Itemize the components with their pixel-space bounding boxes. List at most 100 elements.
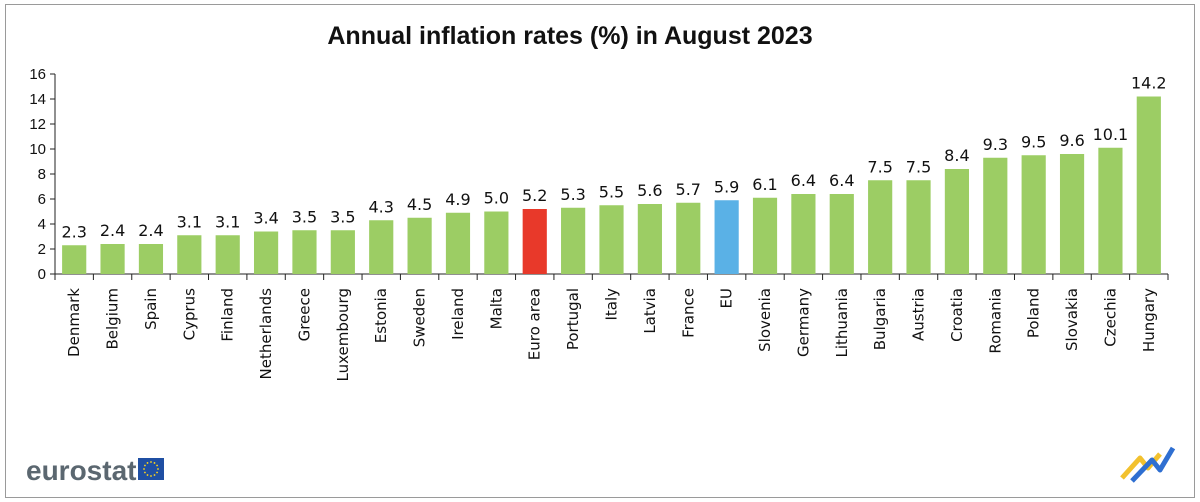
bar: [138, 244, 164, 274]
category-label: Romania: [986, 288, 1004, 354]
bar: [791, 194, 816, 274]
bar: [637, 204, 662, 274]
value-label: 9.6: [1059, 131, 1084, 150]
value-label: 5.6: [637, 181, 662, 200]
bar: [944, 169, 970, 274]
category-labels: Denmark Belgium Spain Cyprus Finland Netherla…: [65, 288, 1158, 382]
value-label: 6.1: [752, 175, 777, 194]
category-label: Luxembourg: [334, 288, 352, 382]
value-label: 2.4: [138, 221, 163, 240]
bar: [369, 220, 394, 274]
category-label: Denmark: [65, 288, 83, 357]
eu-stars-icon: [143, 461, 159, 477]
bar: [522, 209, 547, 274]
category-label: Malta: [487, 288, 505, 329]
flag-star: [156, 471, 158, 474]
category-label: Portugal: [564, 288, 582, 350]
category-label: Czechia: [1101, 288, 1119, 347]
bar: [1021, 155, 1046, 274]
value-label: 6.4: [791, 171, 816, 190]
value-label: 3.1: [177, 212, 202, 231]
flag-star: [143, 468, 145, 470]
value-label: 9.5: [1021, 132, 1046, 151]
value-label: 4.5: [407, 195, 432, 214]
flag-star: [144, 471, 146, 474]
category-label: Croatia: [948, 288, 966, 342]
category-label: Germany: [794, 288, 812, 357]
category-label: Hungary: [1140, 288, 1158, 352]
bar: [330, 230, 355, 274]
flag-star: [146, 462, 149, 464]
value-label: 4.9: [445, 190, 470, 209]
value-label: 8.4: [944, 146, 969, 165]
category-label: France: [679, 288, 697, 338]
value-label: 5.3: [560, 185, 585, 204]
value-labels: 2.3 2.4 2.4 3.1 3.1 3.4 3.5 3.5 4.3 4.5 4.9 5.0 5.2 5…: [61, 74, 1166, 242]
category-label: Latvia: [641, 288, 659, 334]
value-label: 3.5: [330, 207, 355, 226]
flag-star: [150, 461, 152, 463]
category-label: Austria: [910, 288, 928, 341]
flag-star: [153, 474, 156, 476]
bar: [868, 180, 893, 274]
bars: [62, 96, 1161, 274]
flag-star: [144, 464, 146, 467]
bar: [599, 205, 624, 274]
eurostat-wordmark: eurostat: [26, 455, 136, 486]
value-label: 2.3: [61, 222, 86, 241]
value-label: 7.5: [867, 157, 892, 176]
value-label: 5.0: [484, 189, 509, 208]
value-label: 5.7: [676, 180, 701, 199]
y-tick-label: 16: [29, 66, 46, 83]
category-label: Ireland: [449, 288, 467, 340]
flag-star: [157, 468, 159, 470]
value-label: 7.5: [906, 157, 931, 176]
category-label: Greece: [295, 288, 313, 341]
bar: [752, 197, 778, 274]
y-tick-label: 8: [38, 166, 46, 183]
category-label: Italy: [603, 288, 621, 321]
category-label: Slovenia: [756, 288, 774, 352]
bar: [829, 194, 854, 274]
flag-star: [150, 475, 152, 477]
value-label: 5.9: [714, 177, 739, 196]
category-label: Euro area: [526, 288, 544, 360]
eurostat-logo: eurostat: [26, 455, 164, 486]
bar: [100, 244, 125, 274]
category-label: Netherlands: [257, 288, 275, 380]
category-label: Sweden: [411, 288, 429, 347]
value-label: 6.4: [829, 171, 854, 190]
bar: [1136, 96, 1161, 274]
value-label: 3.1: [215, 212, 240, 231]
bar: [1098, 147, 1123, 274]
flag-star: [156, 464, 158, 467]
bar: [177, 235, 202, 274]
y-tick-label: 6: [38, 191, 46, 208]
category-label: Lithuania: [833, 288, 851, 357]
axes: 0 2 4 6 8 10 12 14 16: [29, 66, 1169, 283]
bar: [676, 202, 701, 274]
value-label: 5.5: [599, 182, 624, 201]
bar: [484, 211, 509, 274]
bar: [407, 217, 432, 274]
category-label: Bulgaria: [871, 288, 889, 350]
bar: [714, 200, 739, 274]
value-label: 3.4: [253, 209, 278, 228]
value-label: 9.3: [983, 135, 1008, 154]
bar: [292, 230, 317, 274]
value-label: 2.4: [100, 221, 125, 240]
bar: [983, 157, 1008, 274]
value-label: 4.3: [368, 197, 393, 216]
value-label: 10.1: [1093, 125, 1129, 144]
category-label: Cyprus: [180, 288, 198, 341]
y-tick-label: 14: [29, 91, 46, 108]
bar: [253, 231, 279, 274]
value-label: 5.2: [522, 186, 547, 205]
bar: [906, 180, 931, 274]
category-label: Spain: [142, 288, 160, 330]
y-tick-label: 2: [38, 241, 46, 258]
bar: [445, 212, 471, 274]
category-label: Poland: [1025, 288, 1043, 338]
category-label: Finland: [219, 288, 237, 342]
